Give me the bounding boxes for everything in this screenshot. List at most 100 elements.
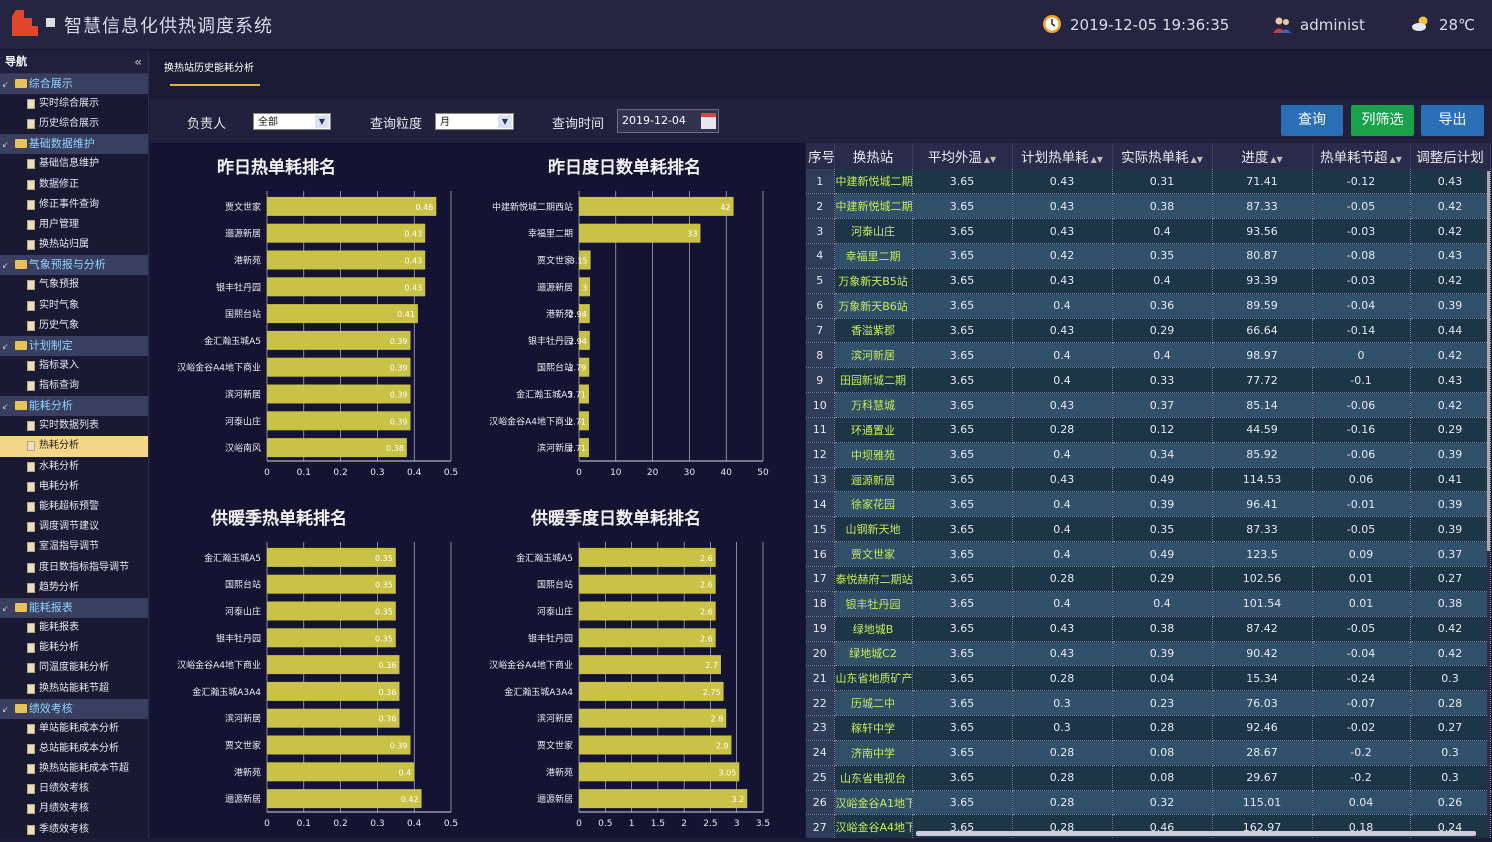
nav-item[interactable]: 总站能耗成本分析 — [0, 739, 148, 759]
table-row[interactable]: 11 环通置业 3.65 0.28 0.12 44.59 -0.16 0.29 — [806, 417, 1491, 443]
bar[interactable] — [579, 384, 589, 404]
table-row[interactable]: 21 山东省地质矿产 3.65 0.28 0.04 15.34 -0.24 0.3 — [806, 665, 1491, 692]
nav-item[interactable]: 能耗分析 — [0, 638, 148, 658]
date-input[interactable]: 2019-12-04 — [617, 109, 719, 133]
table-row[interactable]: 8 滨河新居 3.65 0.4 0.4 98.97 0 0.42 — [806, 342, 1491, 369]
table-row[interactable]: 25 山东省电视台 3.65 0.28 0.08 29.67 -0.2 0.3 — [806, 765, 1491, 791]
nav-item[interactable]: 热耗分析 — [0, 436, 148, 457]
user-menu[interactable]: administ — [1272, 14, 1365, 34]
tab-heat-station-history[interactable]: 换热站历史能耗分析 — [164, 63, 254, 74]
bar[interactable] — [579, 762, 740, 782]
table-row[interactable]: 14 徐家花园 3.65 0.4 0.39 96.41 -0.01 0.39 — [806, 491, 1491, 518]
nav-item[interactable]: 月绩效考核 — [0, 799, 148, 819]
bar[interactable] — [267, 735, 411, 755]
nav-item[interactable]: 换热站能耗成本节超 — [0, 759, 148, 779]
bar[interactable] — [579, 655, 721, 675]
nav-group[interactable]: ↙ 能耗分析 — [0, 396, 148, 417]
nav-item[interactable]: 调度调节建议 — [0, 517, 148, 537]
table-row[interactable]: 1 中建新悦城二期 3.65 0.43 0.31 71.41 -0.12 0.43 — [806, 169, 1491, 195]
horizontal-scrollbar[interactable] — [916, 831, 1476, 836]
table-row[interactable]: 19 绿地城B 3.65 0.43 0.38 87.42 -0.05 0.42 — [806, 616, 1491, 642]
column-header[interactable]: 实际热单耗 ▲▼ — [1112, 143, 1213, 169]
sort-icon[interactable]: ▲▼ — [1389, 155, 1402, 164]
bar[interactable] — [267, 547, 396, 567]
nav-item[interactable]: 实时气象 — [0, 296, 148, 316]
bar[interactable] — [579, 547, 716, 567]
granularity-select[interactable]: 月 ▼ — [435, 113, 514, 130]
bar[interactable] — [267, 330, 411, 350]
nav-group[interactable]: ↙ 综合展示 — [0, 74, 148, 94]
nav-item[interactable]: 趋势分析 — [0, 578, 148, 598]
table-row[interactable]: 7 香溢紫郡 3.65 0.43 0.29 66.64 -0.14 0.44 — [806, 318, 1491, 344]
nav-item[interactable]: 修正事件查询 — [0, 195, 148, 215]
bar[interactable] — [579, 681, 724, 701]
nav-item[interactable]: 电耗分析 — [0, 477, 148, 497]
table-row[interactable]: 24 济南中学 3.65 0.28 0.08 28.67 -0.2 0.3 — [806, 740, 1491, 766]
column-header[interactable]: 计划热单耗 ▲▼ — [1012, 143, 1113, 169]
nav-item[interactable]: 日绩效考核 — [0, 779, 148, 799]
table-row[interactable]: 26 汉峪金谷A1地下 3.65 0.28 0.32 115.01 0.04 0.26 — [806, 790, 1491, 816]
bar[interactable] — [267, 574, 396, 594]
nav-group[interactable]: ↙ 气象预报与分析 — [0, 255, 148, 276]
nav-item[interactable]: 换热站能耗节超 — [0, 679, 148, 699]
nav-item[interactable]: 用户管理 — [0, 215, 148, 235]
bar[interactable] — [579, 277, 591, 297]
query-button[interactable]: 查询 — [1281, 105, 1343, 136]
sort-icon[interactable]: ▲▼ — [1190, 155, 1203, 164]
bar[interactable] — [267, 357, 411, 377]
bar[interactable] — [267, 277, 426, 297]
sort-icon[interactable]: ▲▼ — [1090, 155, 1103, 164]
nav-item[interactable]: 历史综合展示 — [0, 114, 148, 134]
bar[interactable] — [579, 357, 590, 377]
nav-item[interactable]: 指标录入 — [0, 356, 148, 376]
nav-item[interactable]: 实时数据列表 — [0, 416, 148, 436]
bar[interactable] — [579, 438, 589, 458]
nav-item[interactable]: 指标查询 — [0, 376, 148, 396]
sort-icon[interactable]: ▲▼ — [983, 155, 997, 164]
table-row[interactable]: 6 万象新天B6站 3.65 0.4 0.36 89.59 -0.04 0.39 — [806, 293, 1491, 319]
table-row[interactable]: 4 幸福里二期 3.65 0.42 0.35 80.87 -0.08 0.43 — [806, 243, 1491, 269]
bar[interactable] — [579, 196, 734, 216]
bar[interactable] — [267, 223, 426, 243]
nav-item[interactable]: 度日数指标指导调节 — [0, 558, 148, 578]
bar[interactable] — [267, 708, 400, 728]
table-row[interactable]: 20 绿地城C2 3.65 0.43 0.39 90.42 -0.04 0.42 — [806, 641, 1491, 667]
bar[interactable] — [579, 304, 590, 324]
bar[interactable] — [579, 628, 716, 648]
table-row[interactable]: 3 河泰山庄 3.65 0.43 0.4 93.56 -0.03 0.42 — [806, 218, 1491, 245]
table-row[interactable]: 15 山钢新天地 3.65 0.4 0.35 87.33 -0.05 0.39 — [806, 516, 1491, 543]
column-header[interactable]: 热单耗节超 ▲▼ — [1312, 143, 1411, 169]
bar[interactable] — [579, 330, 590, 350]
bar[interactable] — [579, 789, 748, 809]
nav-item[interactable]: 室温指导调节 — [0, 537, 148, 557]
nav-item[interactable]: 历史气象 — [0, 316, 148, 336]
nav-item[interactable]: 换热站归属 — [0, 235, 148, 255]
nav-item[interactable]: 能耗报表 — [0, 618, 148, 638]
export-button[interactable]: 导出 — [1421, 105, 1484, 136]
bar[interactable] — [267, 681, 400, 701]
bar[interactable] — [267, 304, 418, 324]
bar[interactable] — [267, 250, 426, 270]
bar[interactable] — [267, 628, 396, 648]
table-row[interactable]: 22 历城二中 3.65 0.3 0.23 76.03 -0.07 0.28 — [806, 690, 1491, 717]
table-row[interactable]: 23 稼轩中学 3.65 0.3 0.28 92.46 -0.02 0.27 — [806, 715, 1491, 741]
nav-group[interactable]: ↙ 绩效考核 — [0, 698, 148, 719]
column-header[interactable]: 平均外温 ▲▼ — [912, 143, 1013, 169]
column-header[interactable]: 进度 ▲▼ — [1212, 143, 1313, 169]
bar[interactable] — [579, 411, 589, 431]
bar[interactable] — [267, 196, 437, 216]
nav-item[interactable]: 气象预报 — [0, 275, 148, 295]
table-row[interactable]: 17 泰悦赫府二期站 3.65 0.28 0.29 102.56 0.01 0.27 — [806, 566, 1491, 592]
nav-item[interactable]: 季绩效考核 — [0, 820, 148, 838]
bar[interactable] — [579, 601, 716, 621]
sort-icon[interactable]: ▲▼ — [1270, 155, 1283, 164]
bar[interactable] — [579, 223, 701, 243]
bar[interactable] — [267, 438, 407, 458]
nav-item[interactable]: 能耗超标预警 — [0, 497, 148, 517]
table-row[interactable]: 13 逦源新居 3.65 0.43 0.49 114.53 0.06 0.41 — [806, 467, 1491, 493]
table-row[interactable]: 9 田园新城二期 3.65 0.4 0.33 77.72 -0.1 0.43 — [806, 367, 1491, 394]
table-row[interactable]: 12 中坝雅苑 3.65 0.4 0.34 85.92 -0.06 0.39 — [806, 442, 1491, 468]
bar[interactable] — [267, 601, 396, 621]
table-row[interactable]: 10 万科慧城 3.65 0.43 0.37 85.14 -0.06 0.42 — [806, 392, 1491, 418]
bar[interactable] — [267, 789, 422, 809]
